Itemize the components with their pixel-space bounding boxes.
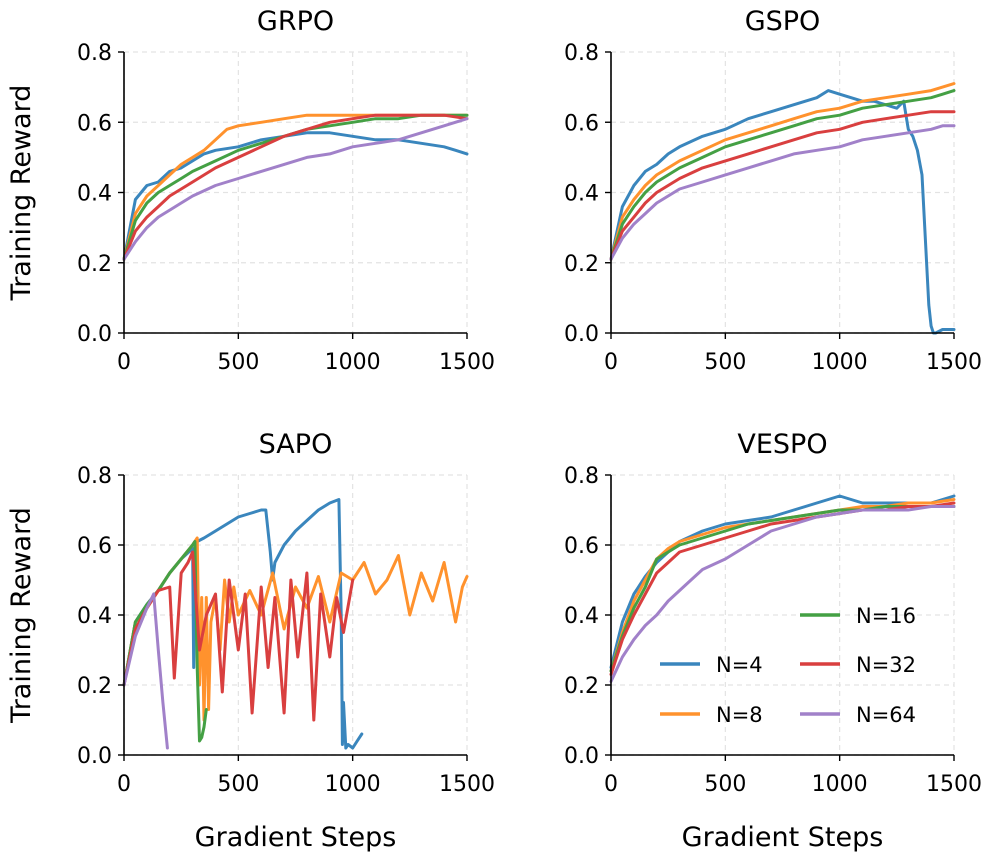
series-line-n-8: [609, 82, 956, 261]
x-axis-label: Gradient Steps: [682, 822, 884, 853]
y-tick-label: 0.8: [564, 464, 599, 489]
x-tick-label: 0: [117, 772, 131, 797]
y-tick-label: 0.4: [77, 604, 112, 629]
x-tick-label: 1000: [325, 772, 381, 797]
legend-label: N=8: [716, 703, 763, 727]
y-tick-label: 0.0: [77, 744, 112, 769]
series-line-n-32: [609, 110, 956, 261]
y-tick-label: 0.4: [77, 182, 112, 207]
x-tick-label: 1500: [926, 772, 982, 797]
x-tick-label: 500: [704, 350, 746, 375]
x-tick-label: 0: [604, 772, 618, 797]
x-tick-label: 1500: [439, 350, 495, 375]
y-tick-label: 0.2: [564, 252, 599, 277]
series-line-n-64: [609, 124, 956, 261]
x-tick-label: 1500: [439, 772, 495, 797]
chart-title: SAPO: [259, 429, 333, 460]
series-line-n-4: [122, 131, 469, 261]
legend-label: N=32: [856, 653, 916, 677]
y-tick-label: 0.0: [564, 322, 599, 347]
y-tick-label: 0.8: [564, 41, 599, 66]
y-tick-label: 0.4: [564, 604, 599, 629]
series-line-n-64: [609, 505, 956, 683]
series-line-n-8: [122, 113, 469, 261]
y-tick-label: 0.8: [77, 41, 112, 66]
x-tick-label: 1000: [325, 350, 381, 375]
y-tick-label: 0.2: [77, 252, 112, 277]
x-tick-label: 1000: [812, 772, 868, 797]
y-tick-label: 0.0: [564, 744, 599, 769]
series-line-n-16: [122, 113, 469, 261]
y-tick-label: 0.6: [564, 111, 599, 136]
series-line-n-64: [122, 592, 169, 750]
y-tick-label: 0.6: [564, 534, 599, 559]
y-tick-label: 0.0: [77, 322, 112, 347]
y-tick-label: 0.6: [77, 111, 112, 136]
x-tick-label: 1500: [926, 350, 982, 375]
legend: N=4 N=8 N=16 N=32 N=64: [660, 604, 916, 727]
x-tick-label: 1000: [812, 350, 868, 375]
chart-panel-vespo: 0 500 1000 1500 0.0 0.2 0.4 0.6 0.8 VESPO Gradient…: [564, 429, 982, 853]
x-tick-label: 0: [604, 350, 618, 375]
chart-title: GRPO: [257, 6, 334, 37]
y-tick-label: 0.2: [77, 674, 112, 699]
chart-panel-sapo: 0 500 1000 1500 0.0 0.2 0.4 0.6 0.8 SAPO Training …: [6, 429, 495, 853]
series-line-n-16: [609, 89, 956, 261]
y-axis-label: Training Reward: [6, 85, 37, 302]
chart-title: GSPO: [745, 6, 821, 37]
chart-title: VESPO: [737, 429, 827, 460]
x-tick-label: 500: [217, 772, 259, 797]
y-tick-label: 0.4: [564, 182, 599, 207]
y-tick-label: 0.6: [77, 534, 112, 559]
legend-label: N=16: [856, 604, 916, 628]
chart-panel-grpo: 0 500 1000 1500 0.0 0.2 0.4 0.6 0.8 GRPO Training …: [6, 6, 495, 375]
x-axis-label: Gradient Steps: [195, 822, 397, 853]
series-line-n-16: [122, 540, 208, 743]
x-tick-label: 500: [217, 350, 259, 375]
y-tick-label: 0.2: [564, 674, 599, 699]
y-tick-label: 0.8: [77, 464, 112, 489]
series-line-n-8: [609, 498, 956, 673]
x-tick-label: 500: [704, 772, 746, 797]
y-axis-label: Training Reward: [6, 507, 37, 724]
series-line-n-32: [122, 113, 469, 261]
legend-label: N=4: [716, 653, 763, 677]
series-line-n-4: [609, 89, 956, 335]
x-tick-label: 0: [117, 350, 131, 375]
chart-panel-gspo: 0 500 1000 1500 0.0 0.2 0.4 0.6 0.8 GSPO: [564, 6, 982, 375]
series-line-n-32: [122, 550, 355, 722]
series-line-n-16: [609, 505, 956, 673]
series-line-n-64: [122, 117, 469, 261]
legend-label: N=64: [856, 703, 916, 727]
